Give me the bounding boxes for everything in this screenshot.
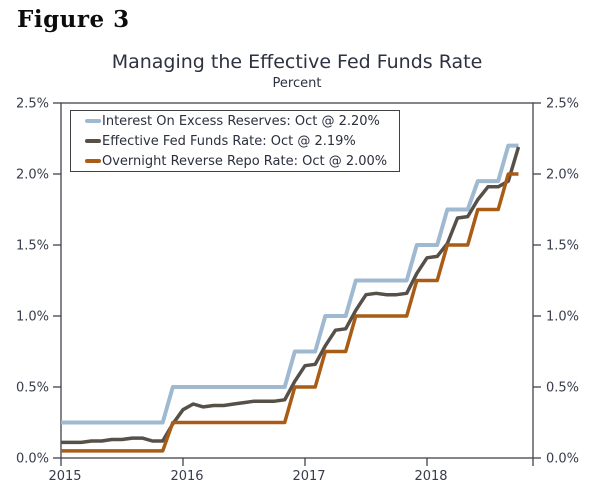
svg-text:1.5%: 1.5%	[16, 239, 49, 254]
legend-item-effr: Effective Fed Funds Rate: Oct @ 2.19%	[85, 133, 399, 150]
figure-label: Figure 3	[17, 6, 130, 33]
svg-text:1.5%: 1.5%	[546, 239, 579, 254]
series-line-effr	[61, 146, 521, 445]
chart-legend: Interest On Excess Reserves: Oct @ 2.20%…	[70, 110, 400, 172]
legend-label-rrp: Overnight Reverse Repo Rate: Oct @ 2.00%	[102, 153, 388, 169]
svg-text:2.5%: 2.5%	[16, 97, 49, 112]
svg-text:2018: 2018	[414, 469, 447, 484]
legend-label-ioer: Interest On Excess Reserves: Oct @ 2.20%	[102, 113, 380, 129]
svg-text:0.0%: 0.0%	[16, 452, 49, 467]
svg-text:0.5%: 0.5%	[546, 381, 579, 396]
ioer-line-swatch-icon	[85, 119, 101, 123]
rrp-line-swatch-icon	[85, 159, 101, 163]
legend-item-ioer: Interest On Excess Reserves: Oct @ 2.20%	[85, 113, 399, 130]
series-line-ioer	[61, 143, 519, 425]
chart-title: Managing the Effective Fed Funds Rate	[111, 51, 483, 73]
effr-line-swatch-icon	[85, 139, 101, 143]
svg-text:0.0%: 0.0%	[546, 452, 579, 467]
svg-text:2.0%: 2.0%	[16, 168, 49, 183]
svg-text:1.0%: 1.0%	[546, 310, 579, 325]
svg-text:2016: 2016	[170, 469, 203, 484]
series-line-rrp	[61, 172, 519, 453]
svg-text:2.5%: 2.5%	[546, 97, 579, 112]
svg-text:2017: 2017	[292, 469, 325, 484]
svg-text:1.0%: 1.0%	[16, 310, 49, 325]
svg-text:0.5%: 0.5%	[16, 381, 49, 396]
legend-label-effr: Effective Fed Funds Rate: Oct @ 2.19%	[102, 133, 356, 149]
svg-text:2.0%: 2.0%	[546, 168, 579, 183]
legend-item-rrp: Overnight Reverse Repo Rate: Oct @ 2.00%	[85, 153, 399, 170]
chart-subtitle: Percent	[272, 76, 322, 91]
svg-text:2015: 2015	[48, 469, 81, 484]
